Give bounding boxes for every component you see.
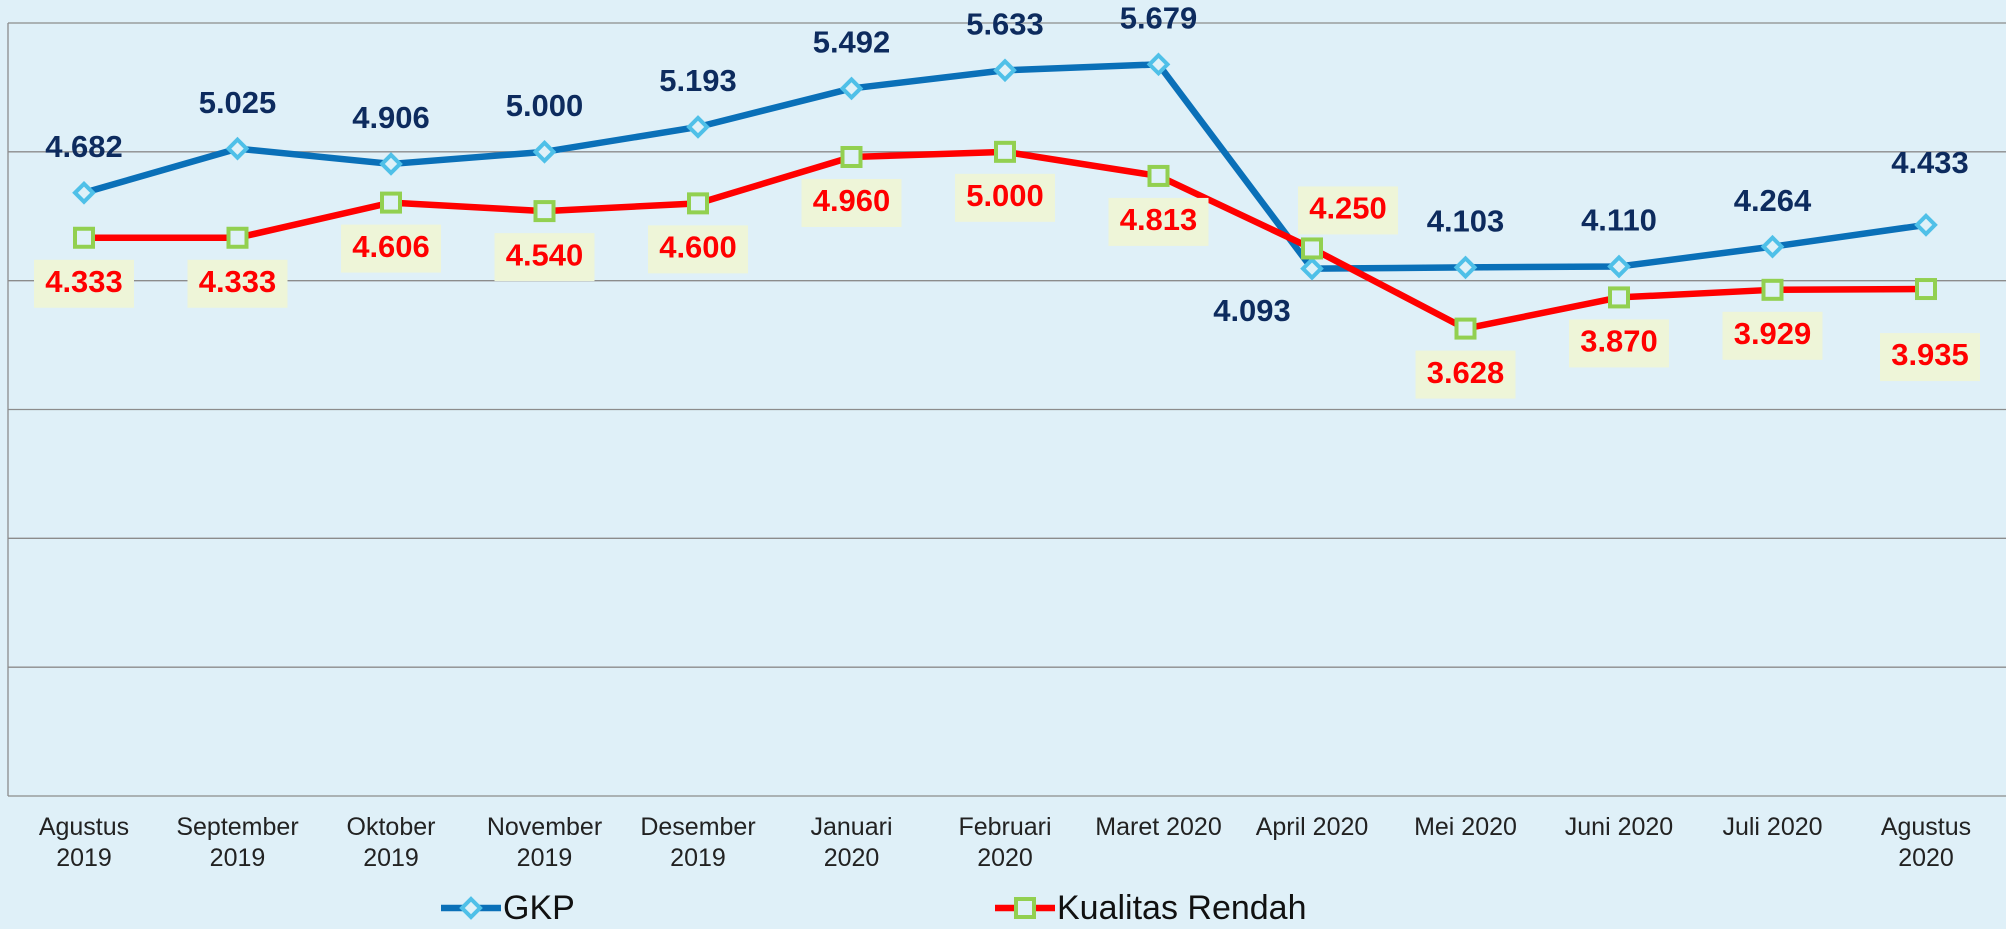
marker bbox=[536, 202, 554, 220]
data-label: 4.264 bbox=[1734, 183, 1812, 218]
data-label: 3.870 bbox=[1580, 324, 1658, 359]
marker bbox=[1610, 288, 1628, 306]
legend-marker bbox=[462, 899, 480, 917]
marker bbox=[1917, 280, 1935, 298]
marker bbox=[1303, 239, 1321, 257]
data-label: 5.633 bbox=[966, 6, 1044, 41]
data-label: 3.628 bbox=[1427, 355, 1505, 390]
x-tick-label: Juni 2020 bbox=[1565, 812, 1673, 843]
x-tick-label: November 2019 bbox=[487, 812, 602, 874]
data-label: 3.935 bbox=[1891, 337, 1969, 372]
data-label: 4.606 bbox=[352, 229, 430, 264]
data-label: 5.000 bbox=[966, 178, 1044, 213]
x-tick-label: Februari 2020 bbox=[958, 812, 1051, 874]
marker bbox=[536, 143, 554, 161]
x-tick-label: Oktober 2019 bbox=[347, 812, 436, 874]
data-label: 4.682 bbox=[45, 129, 123, 164]
marker bbox=[689, 194, 707, 212]
data-label: 5.193 bbox=[659, 63, 737, 98]
data-label: 5.000 bbox=[506, 88, 584, 123]
marker bbox=[1764, 238, 1782, 256]
marker bbox=[843, 148, 861, 166]
data-label: 4.540 bbox=[506, 237, 584, 272]
data-label: 5.025 bbox=[199, 85, 277, 120]
marker bbox=[229, 229, 247, 247]
legend-label: GKP bbox=[503, 889, 575, 927]
data-label: 4.333 bbox=[45, 264, 123, 299]
marker bbox=[996, 143, 1014, 161]
data-label: 4.433 bbox=[1891, 145, 1969, 180]
marker bbox=[229, 140, 247, 158]
marker bbox=[382, 194, 400, 212]
marker bbox=[382, 155, 400, 173]
data-label: 5.492 bbox=[813, 25, 891, 60]
marker bbox=[75, 184, 93, 202]
x-tick-label: Desember 2019 bbox=[640, 812, 755, 874]
marker bbox=[1457, 258, 1475, 276]
data-label: 5.679 bbox=[1120, 1, 1198, 36]
x-tick-label: Agustus 2019 bbox=[39, 812, 129, 874]
legend-marker bbox=[1016, 899, 1034, 917]
marker bbox=[1917, 216, 1935, 234]
x-tick-label: April 2020 bbox=[1256, 812, 1369, 843]
marker bbox=[689, 118, 707, 136]
x-tick-label: Juli 2020 bbox=[1722, 812, 1822, 843]
data-label: 4.813 bbox=[1120, 202, 1198, 237]
data-label: 4.103 bbox=[1427, 204, 1505, 239]
marker bbox=[1150, 167, 1168, 185]
marker bbox=[1610, 257, 1628, 275]
data-label: 4.906 bbox=[352, 100, 430, 135]
x-tick-label: Maret 2020 bbox=[1095, 812, 1221, 843]
marker bbox=[75, 229, 93, 247]
data-label: 4.093 bbox=[1213, 293, 1291, 328]
data-label: 4.960 bbox=[813, 183, 891, 218]
chart: 4.682 5.025 4.906 5.000 5.193 5.492 5.633 5.679… bbox=[0, 0, 2006, 929]
x-tick-label: Agustus 2020 bbox=[1881, 812, 1971, 874]
x-tick-label: Januari 2020 bbox=[811, 812, 893, 874]
marker bbox=[843, 79, 861, 97]
data-label: 3.929 bbox=[1734, 316, 1812, 351]
data-label: 4.110 bbox=[1581, 203, 1657, 238]
marker bbox=[996, 61, 1014, 79]
x-tick-label: September 2019 bbox=[176, 812, 298, 874]
data-label: 4.333 bbox=[199, 264, 277, 299]
x-tick-label: Mei 2020 bbox=[1414, 812, 1517, 843]
data-label: 4.250 bbox=[1309, 191, 1387, 226]
legend-label: Kualitas Rendah bbox=[1057, 889, 1307, 927]
marker bbox=[1457, 320, 1475, 338]
data-label: 4.600 bbox=[659, 230, 737, 265]
marker bbox=[1764, 281, 1782, 299]
plot: 4.682 5.025 4.906 5.000 5.193 5.492 5.633 5.679… bbox=[0, 0, 2006, 929]
